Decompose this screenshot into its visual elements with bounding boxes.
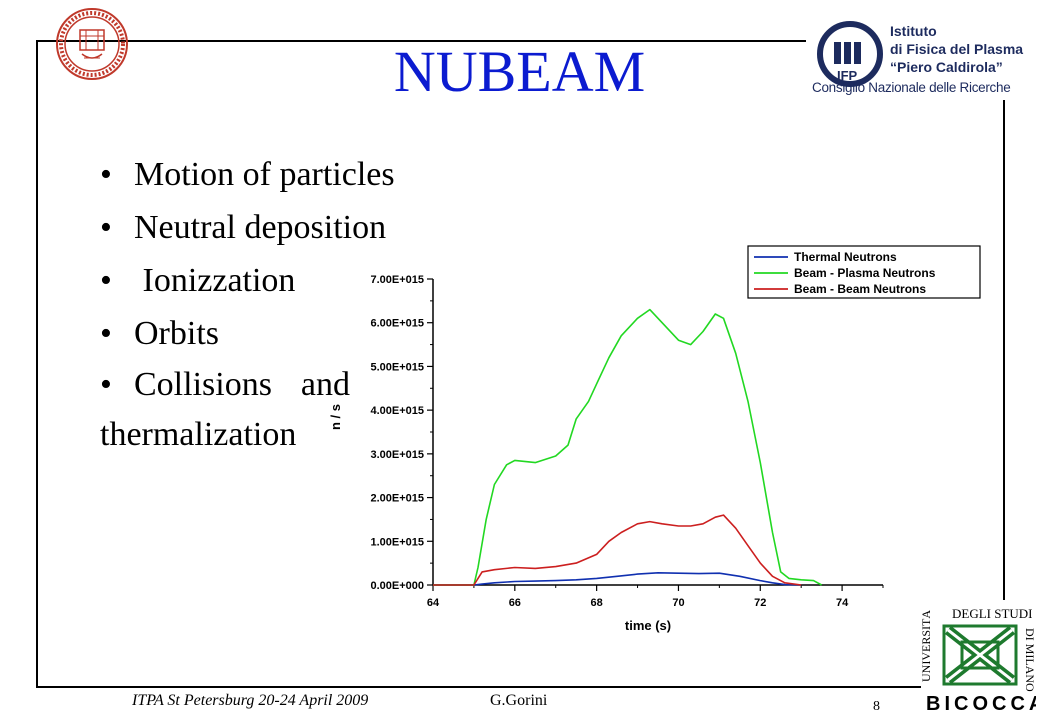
bicocca-arc-top: DEGLI STUDI <box>952 606 1033 621</box>
legend-label: Beam - Plasma Neutrons <box>794 266 936 280</box>
legend-label: Beam - Beam Neutrons <box>794 282 926 296</box>
x-tick-label: 74 <box>836 597 849 609</box>
university-seal-logo <box>56 8 128 80</box>
frame-top-line <box>36 40 806 42</box>
neutron-rate-chart: 0.00E+000 1.00E+015 2.00E+015 3.00E+015 4.00… <box>328 245 981 633</box>
y-axis-label: n / s <box>328 404 343 430</box>
ifp-mark-text: IFP <box>837 68 858 83</box>
page-number: 8 <box>873 699 880 714</box>
bicocca-arc-left: UNIVERSITÀ <box>922 610 933 682</box>
slide-title: NUBEAM <box>393 39 646 104</box>
frame-bottom-line <box>36 686 921 688</box>
bullet-text: Motion of particles <box>134 156 395 193</box>
bullet-text: Neutral deposition <box>134 209 387 246</box>
bullet-item: • Ionizzation <box>100 262 296 299</box>
y-tick-label: 5.00E+015 <box>370 361 424 373</box>
bullet-item: • Motion of particles <box>100 156 395 193</box>
y-tick-label: 2.00E+015 <box>370 493 424 505</box>
x-tick-label: 64 <box>427 597 440 609</box>
y-tick-label: 4.00E+015 <box>370 405 424 417</box>
frame-left-line <box>36 40 38 688</box>
ifp-logo-mark: IFP <box>817 21 883 87</box>
y-tick-label: 0.00E+000 <box>370 580 424 592</box>
bicocca-name: BICOCCA <box>926 693 1036 715</box>
x-tick-label: 66 <box>509 597 521 609</box>
footer-event: ITPA St Petersburg 20-24 April 2009 <box>132 692 369 709</box>
y-tick-label: 6.00E+015 <box>370 318 424 330</box>
y-tick-label: 3.00E+015 <box>370 449 424 461</box>
bicocca-university-logo: UNIVERSITÀ DEGLI STUDI DI MILANO BICOCCA <box>922 606 1036 715</box>
ifp-line3: “Piero Caldirola” <box>890 59 1003 75</box>
x-tick-label: 68 <box>591 597 603 609</box>
ifp-line1: Istituto <box>890 23 937 39</box>
ifp-institute-name: Istituto di Fisica del Plasma “Piero Cal… <box>890 22 1023 76</box>
bullet-item: • Collisions and thermalization <box>100 366 350 453</box>
bullet-text: Ionizzation <box>134 262 296 299</box>
bullet-text: Orbits <box>134 315 219 352</box>
y-tick-label: 7.00E+015 <box>370 274 424 286</box>
bullet-item: • Orbits <box>100 315 219 352</box>
legend-label: Thermal Neutrons <box>794 250 897 264</box>
footer-author: G.Gorini <box>490 692 548 709</box>
ifp-cnr-text: Consiglio Nazionale delle Ricerche <box>812 80 1011 95</box>
bullet-item: • Neutral deposition <box>100 209 387 246</box>
frame-right-line <box>1003 100 1005 600</box>
x-tick-label: 72 <box>754 597 766 609</box>
series-line-2 <box>433 514 802 586</box>
x-axis-label: time (s) <box>625 618 671 633</box>
y-tick-label: 1.00E+015 <box>370 536 424 548</box>
ifp-line2: di Fisica del Plasma <box>890 41 1024 57</box>
series-line-1 <box>433 308 822 586</box>
x-tick-label: 70 <box>672 597 684 609</box>
series-line-0 <box>433 571 802 586</box>
bullet-text: Collisions and thermalization <box>100 366 350 453</box>
bullet-list: • Motion of particles • Neutral deposition… <box>100 148 395 460</box>
bicocca-arc-right: DI MILANO <box>1023 628 1036 692</box>
